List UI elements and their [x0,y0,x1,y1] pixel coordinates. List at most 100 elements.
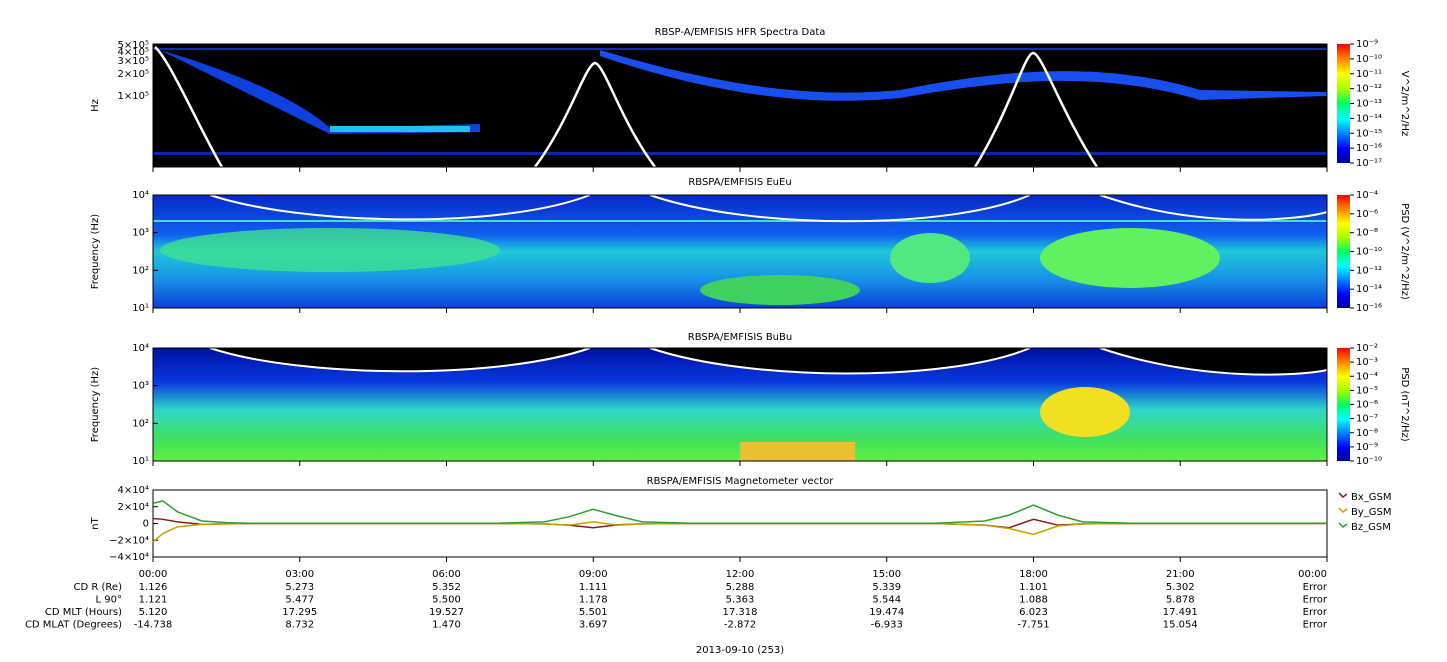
ephemeris-value: 5.500 [432,595,461,606]
y-tick-label: 10¹ [132,303,149,314]
colorbar-tick-label: 10⁻¹⁶ [1356,303,1382,314]
ephemeris-value: 6.023 [1019,607,1048,618]
legend-label: Bx_GSM [1351,492,1392,503]
ephemeris-value: -14.738 [134,620,173,631]
ephemeris-value: 5.302 [1166,582,1195,593]
x-tick-label: 18:00 [1019,569,1048,580]
colorbar-tick-label: 10⁻⁴ [1356,190,1378,201]
ephemeris-value: 1.126 [139,582,168,593]
colorbar-tick-label: 10⁻⁵ [1356,385,1378,396]
spectrogram-image [153,44,1327,168]
colorbar-tick-label: 10⁻¹⁰ [1356,54,1382,65]
y-tick-label: −2×10⁴ [109,535,149,546]
legend-swatch [1338,507,1348,513]
ephemeris-row-label: CD MLT (Hours) [45,607,122,618]
ephemeris-value: 1.088 [1019,595,1048,606]
date-label: 2013-09-10 (253) [696,645,784,656]
ephemeris-value: 5.501 [579,607,608,618]
ephemeris-value: Error [1303,620,1328,631]
ephemeris-value: 5.273 [285,582,314,593]
colorbar-tick-label: 10⁻² [1356,343,1378,354]
colorbars [1337,44,1350,461]
ephemeris-value: 3.697 [579,620,608,631]
y-tick-label: 1×10⁵ [118,91,149,102]
spectrogram-image [153,347,1328,461]
ephemeris-value: Error [1303,607,1328,618]
panel-title: RBSPA/EMFISIS EuEu [688,177,791,188]
panel-title: RBSPA/EMFISIS BuBu [688,332,792,343]
ephemeris-value: 5.120 [139,607,168,618]
colorbar-tick-label: 10⁻¹⁵ [1356,128,1382,139]
ephemeris-value: 1.121 [139,595,168,606]
ephemeris-row-label: CD MLAT (Degrees) [25,620,122,631]
ephemeris-value: -7.751 [1017,620,1049,631]
legend-label: By_GSM [1351,507,1392,518]
y-tick-label: 5×10⁵ [118,40,149,51]
ephemeris-value: 19.474 [869,607,904,618]
legend-label: Bz_GSM [1351,522,1391,533]
colorbar-tick-label: 10⁻¹² [1356,84,1382,95]
ephemeris-value: 5.544 [872,595,901,606]
x-tick-label: 06:00 [432,569,461,580]
ephemeris-value: -2.872 [724,620,756,631]
y-axis-label: nT [90,516,101,529]
y-tick-label: 2×10⁴ [118,502,149,513]
colorbar-label: PSD (nT^2/Hz) [1399,367,1410,441]
colorbar-tick-label: 10⁻¹⁴ [1356,284,1382,295]
colorbar-tick-label: 10⁻¹⁰ [1356,247,1382,258]
legend-swatch [1338,522,1348,528]
colorbar-tick-label: 10⁻⁶ [1356,209,1378,220]
ephemeris-value: 1.101 [1019,582,1048,593]
colorbar-tick-label: 10⁻¹⁴ [1356,113,1382,124]
ephemeris-value: 5.878 [1166,595,1195,606]
ephemeris-row-label: L 90° [96,595,122,606]
colorbar-tick-label: 10⁻¹¹ [1356,69,1382,80]
ephemeris-value: 5.288 [726,582,755,593]
panel-title: RBSP-A/EMFISIS HFR Spectra Data [655,27,826,38]
y-tick-label: 0 [143,519,149,530]
y-tick-label: 10¹ [132,456,149,467]
colorbar-tick-label: 10⁻⁴ [1356,371,1378,382]
y-tick-label: 10³ [132,228,149,239]
colorbar-label: PSD (V^2/m^2/Hz) [1399,203,1410,300]
ephemeris-row-label: CD R (Re) [74,582,123,593]
ephemeris-value: 1.178 [579,595,608,606]
colorbar-tick-label: 10⁻³ [1356,357,1378,368]
y-axis-label: Frequency (Hz) [90,367,101,443]
ephemeris-value: -6.933 [871,620,903,631]
x-tick-label: 00:00 [139,569,168,580]
ephemeris-value: 17.491 [1163,607,1198,618]
x-tick-label: 21:00 [1166,569,1195,580]
ephemeris-value: 5.477 [285,595,314,606]
colorbar-tick-label: 10⁻¹² [1356,265,1382,276]
x-tick-label: 09:00 [579,569,608,580]
colorbar-tick-label: 10⁻⁶ [1356,400,1378,411]
y-tick-label: 10⁴ [132,190,149,201]
y-tick-label: 4×10⁵ [118,47,149,58]
ephemeris-value: 1.470 [432,620,461,631]
colorbar-tick-label: 10⁻⁹ [1356,442,1378,453]
data-line [152,500,1327,524]
colorbar-tick-label: 10⁻¹³ [1356,99,1382,110]
x-tick-label: 00:00 [1298,569,1327,580]
ephemeris-value: 17.295 [282,607,317,618]
y-tick-label: 3×10⁵ [118,56,149,67]
y-tick-label: 10³ [132,381,149,392]
colorbar-tick-label: 10⁻⁹ [1356,39,1378,50]
y-axis-label: Frequency (Hz) [90,214,101,290]
y-tick-label: 10⁴ [132,343,149,354]
x-tick-label: 15:00 [872,569,901,580]
colorbar-tick-label: 10⁻⁸ [1356,428,1378,439]
ephemeris-value: 5.352 [432,582,461,593]
colorbar-tick-label: 10⁻¹⁷ [1356,158,1382,169]
colorbar-label: V^2/m^2/Hz [1399,71,1410,137]
colorbar-tick-label: 10⁻⁸ [1356,228,1378,239]
ephemeris-value: Error [1303,582,1328,593]
y-axis-label: Hz [90,99,101,112]
y-tick-label: 2×10⁵ [118,69,149,80]
x-tick-label: 03:00 [285,569,314,580]
colorbar-tick-label: 10⁻¹⁰ [1356,456,1382,467]
spectrogram-image [153,194,1328,308]
y-tick-label: 4×10⁴ [118,485,149,496]
